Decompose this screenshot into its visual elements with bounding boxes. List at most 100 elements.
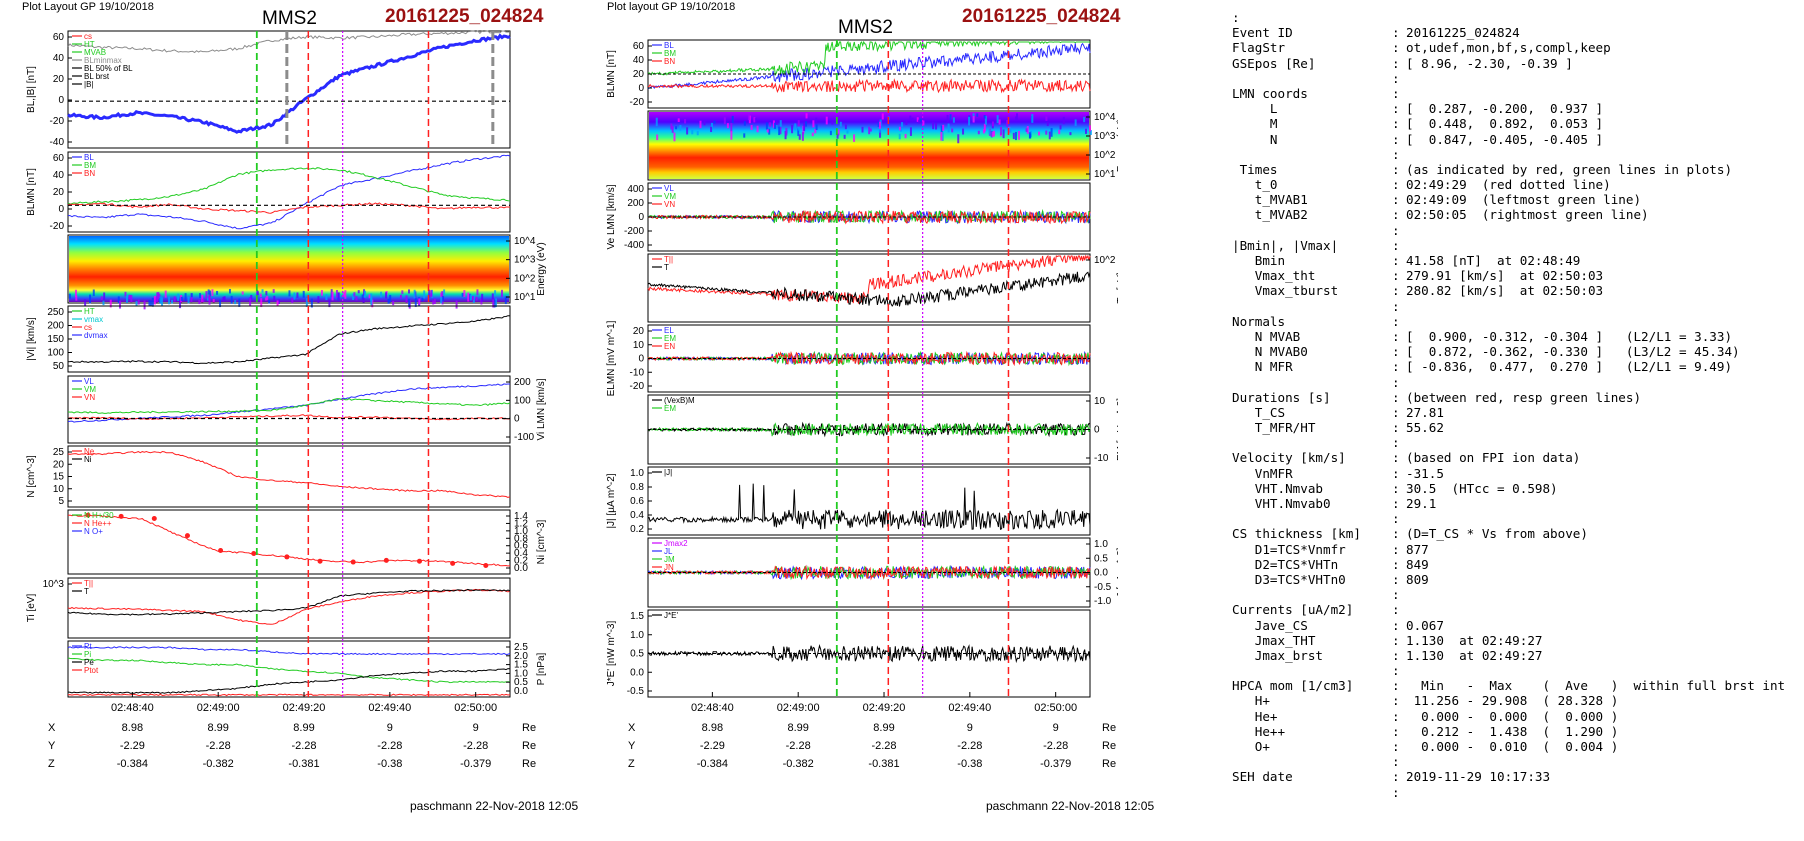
spectrogram-pixel bbox=[355, 296, 358, 301]
spectrogram-pixel bbox=[343, 292, 346, 297]
spectrogram-pixel bbox=[743, 133, 746, 138]
y-axis-label: BL,|B| [nT] bbox=[26, 66, 37, 113]
y-tick-label: -200 bbox=[624, 226, 644, 237]
summary-row: VHT.Nmvab0:29.1 bbox=[1232, 496, 1785, 511]
summary-key: GSEpos [Re] bbox=[1232, 55, 1316, 71]
y-tick-label: -100 bbox=[514, 432, 534, 443]
spectrogram-pixel bbox=[837, 129, 840, 136]
y-tick-label: 60 bbox=[53, 153, 65, 164]
spectrogram-pixel bbox=[1014, 131, 1017, 141]
y-tick-label: 0 bbox=[638, 212, 644, 223]
spectrogram-pixel bbox=[180, 296, 183, 302]
spectrogram-pixel bbox=[259, 293, 262, 298]
trace-red bbox=[647, 564, 1091, 581]
spectrogram-pixel bbox=[293, 292, 296, 300]
spectrogram-pixel bbox=[768, 128, 771, 135]
spectrogram-pixel bbox=[839, 121, 842, 127]
y-axis-label: Ti [eV] bbox=[26, 594, 37, 623]
spectrogram-pixel bbox=[222, 296, 225, 302]
legend-label: vmax bbox=[84, 315, 103, 324]
spectrogram-pixel bbox=[957, 134, 960, 144]
spectrogram-pixel bbox=[467, 292, 470, 302]
y-tick-label: 0.2 bbox=[514, 556, 528, 567]
spectrogram-pixel bbox=[869, 128, 872, 132]
summary-row: Times: (as indicated by red, green lines … bbox=[1232, 162, 1785, 177]
legend-label: VL bbox=[664, 184, 674, 193]
orbit-value: 8.99 bbox=[207, 722, 228, 734]
orbit-row-label: Y bbox=[48, 740, 56, 752]
summary-colon: : bbox=[1392, 283, 1400, 299]
spectrogram-pixel bbox=[75, 295, 78, 301]
spectrogram-pixel bbox=[234, 300, 237, 305]
summary-row: T_MFR/HT:55.62 bbox=[1232, 420, 1785, 435]
summary-colon: : bbox=[1392, 754, 1400, 770]
spectrogram-pixel bbox=[766, 129, 769, 133]
summary-colon: : bbox=[1392, 739, 1400, 754]
spectrogram-pixel bbox=[89, 294, 92, 304]
summary-key: Bmin bbox=[1232, 253, 1286, 268]
spectrogram-pixel bbox=[881, 113, 884, 120]
spectrogram-pixel bbox=[1069, 132, 1072, 136]
spectrogram-pixel bbox=[150, 300, 153, 307]
spectrogram-pixel bbox=[428, 289, 431, 298]
summary-colon: : bbox=[1392, 420, 1400, 436]
spectrogram-pixel bbox=[1016, 113, 1019, 121]
spectrogram-pixel bbox=[1062, 116, 1065, 125]
spectrogram-pixel bbox=[743, 121, 746, 126]
spectrogram-pixel bbox=[153, 296, 156, 305]
summary-row: N MVAB0: [ 0.872, -0.362, -0.330 ] (L3/L2… bbox=[1232, 344, 1785, 359]
summary-colon: : bbox=[1392, 678, 1400, 694]
summary-key: T_MFR/HT bbox=[1232, 420, 1316, 436]
summary-key: Vmax_tburst bbox=[1232, 283, 1339, 299]
spectrogram-pixel bbox=[699, 120, 702, 129]
y-tick-label: 5 bbox=[58, 496, 64, 507]
summary-row: D3=TCS*VHTn0:809 bbox=[1232, 572, 1785, 587]
spectrogram-pixel bbox=[853, 134, 856, 142]
legend-label: EL bbox=[664, 326, 674, 335]
spectrogram-pixel bbox=[952, 117, 955, 123]
spectrogram-pixel bbox=[1006, 120, 1009, 128]
spectrogram-pixel bbox=[190, 298, 193, 303]
series-Pi bbox=[67, 657, 511, 684]
summary-value: [ -0.836, 0.477, 0.270 ] (L2/L1 = 9.49) bbox=[1406, 359, 1733, 375]
y-tick-label: -1.0 bbox=[1094, 596, 1112, 607]
orbit-unit: Re bbox=[522, 722, 536, 734]
summary-key: LMN coords bbox=[1232, 85, 1308, 101]
series-T bbox=[67, 588, 511, 625]
spectrogram-pixel bbox=[441, 291, 444, 299]
orbit-value: 8.98 bbox=[702, 722, 723, 734]
orbit-value: 8.99 bbox=[787, 722, 808, 734]
legend-label: MVAB bbox=[84, 48, 106, 57]
legend-label: BN bbox=[84, 169, 95, 178]
spectrogram-pixel bbox=[972, 116, 975, 123]
y-tick-label: 10 bbox=[633, 340, 645, 351]
spectrogram-pixel bbox=[1025, 128, 1028, 132]
summary-key: Velocity [km/s] bbox=[1232, 450, 1346, 466]
summary-row: LMN coords: bbox=[1232, 86, 1785, 101]
series-VM bbox=[67, 397, 511, 414]
spectrogram-pixel bbox=[223, 296, 226, 301]
summary-row: : bbox=[1232, 375, 1785, 390]
spectrogram-pixel bbox=[476, 289, 479, 296]
legend-label: Pi bbox=[84, 650, 91, 659]
spectrogram-pixel bbox=[119, 300, 122, 309]
spectrogram-pixel bbox=[726, 123, 729, 129]
spectrogram-pixel bbox=[493, 299, 496, 308]
he-point bbox=[118, 513, 124, 519]
summary-row: Vmax_tburst:280.82 [km/s] at 02:50:03 bbox=[1232, 283, 1785, 298]
y-tick-label: 200 bbox=[47, 321, 64, 332]
y-tick-label: 0.2 bbox=[630, 524, 644, 535]
spectrogram-pixel bbox=[103, 292, 106, 300]
summary-value: 279.91 [km/s] at 02:50:03 bbox=[1406, 268, 1604, 284]
spectrogram-pixel bbox=[991, 131, 994, 138]
he-point bbox=[284, 554, 290, 560]
spectrogram-pixel bbox=[684, 119, 687, 124]
summary-row: t_MVAB2:02:50:05 (rightmost green line) bbox=[1232, 207, 1785, 222]
summary-colon: : bbox=[1392, 647, 1400, 663]
spectrogram-pixel bbox=[202, 298, 205, 302]
spectrogram-pixel bbox=[801, 132, 804, 141]
spectrogram-pixel bbox=[825, 116, 828, 125]
